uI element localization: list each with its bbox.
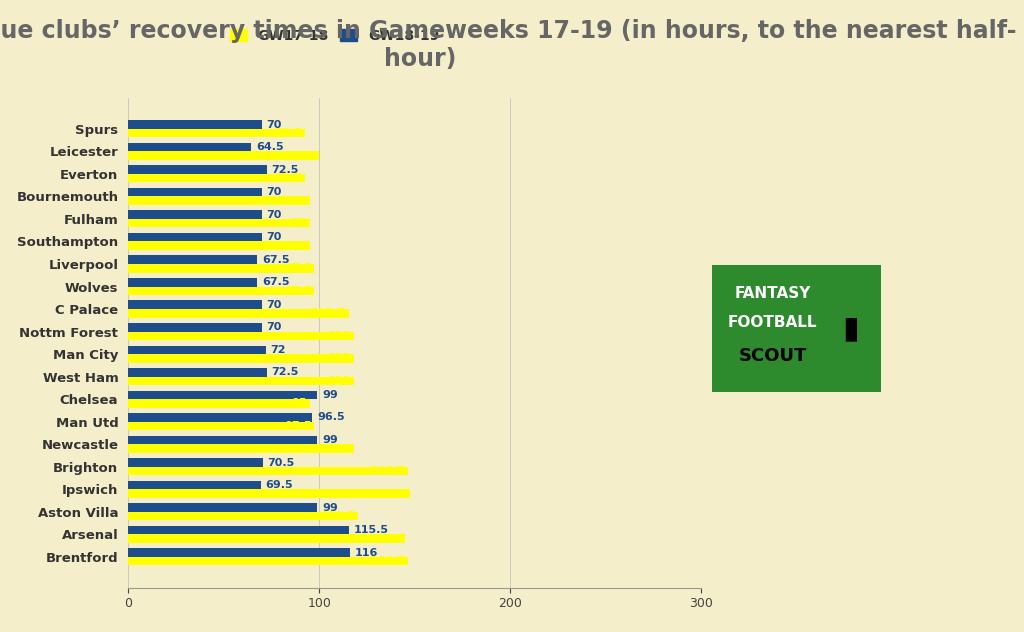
Bar — [128, 503, 317, 512]
Bar — [128, 166, 266, 174]
Text: 95: 95 — [291, 218, 307, 228]
Text: 70: 70 — [266, 210, 282, 220]
Text: ▮: ▮ — [842, 314, 858, 343]
Legend: GW17-18, GW18-19: GW17-18, GW18-19 — [229, 29, 439, 43]
Bar — [128, 549, 350, 557]
Bar — [128, 143, 251, 151]
Text: 97.5: 97.5 — [284, 264, 311, 273]
Text: 70: 70 — [266, 300, 282, 310]
Bar — [128, 233, 262, 241]
Text: 95: 95 — [291, 196, 307, 205]
Bar — [128, 219, 309, 228]
Bar — [128, 435, 317, 444]
Bar — [128, 197, 309, 205]
Bar — [128, 526, 349, 535]
Text: 95: 95 — [291, 241, 307, 251]
Bar — [128, 300, 262, 309]
Bar — [128, 346, 265, 354]
Bar — [128, 332, 353, 340]
Text: 70.5: 70.5 — [267, 458, 295, 468]
Bar — [128, 489, 410, 498]
Text: 146.5: 146.5 — [370, 466, 406, 476]
Text: 72.5: 72.5 — [271, 367, 299, 377]
Bar — [128, 120, 262, 129]
Bar — [128, 391, 317, 399]
Text: SCOUT: SCOUT — [738, 348, 807, 365]
Text: 115.5: 115.5 — [311, 308, 346, 319]
Bar — [128, 422, 314, 430]
Bar — [128, 241, 309, 250]
Text: 67.5: 67.5 — [262, 277, 290, 287]
Text: 96.5: 96.5 — [317, 413, 345, 422]
Bar — [128, 368, 266, 377]
Bar — [128, 444, 353, 453]
Text: 92.5: 92.5 — [274, 173, 302, 183]
Text: 64.5: 64.5 — [256, 142, 284, 152]
Bar — [128, 399, 309, 408]
Text: 72.5: 72.5 — [271, 164, 299, 174]
Text: 118: 118 — [328, 353, 350, 363]
Bar — [128, 512, 358, 520]
Text: 70: 70 — [266, 232, 282, 242]
Text: 146.5: 146.5 — [370, 556, 406, 566]
Text: 116: 116 — [354, 548, 378, 557]
Text: 100: 100 — [293, 150, 316, 161]
Text: 92.5: 92.5 — [274, 128, 302, 138]
Text: 147.5: 147.5 — [372, 489, 408, 499]
Bar — [128, 458, 263, 467]
Text: 115.5: 115.5 — [353, 525, 388, 535]
Text: Premier League clubs’ recovery times in Gameweeks 17-19 (in hours, to the neares: Premier League clubs’ recovery times in … — [0, 19, 1017, 71]
Bar — [128, 188, 262, 197]
Bar — [128, 413, 312, 422]
Text: 69.5: 69.5 — [265, 480, 293, 490]
Bar — [128, 309, 349, 318]
Text: FOOTBALL: FOOTBALL — [728, 315, 817, 330]
Bar — [128, 535, 406, 543]
Text: 70: 70 — [266, 119, 282, 130]
Bar — [128, 210, 262, 219]
Text: 70: 70 — [266, 322, 282, 332]
Bar — [128, 286, 314, 295]
Text: 145: 145 — [379, 533, 402, 544]
Bar — [128, 151, 319, 160]
Text: 70: 70 — [266, 187, 282, 197]
Text: 95: 95 — [291, 399, 307, 408]
Bar — [128, 129, 305, 137]
FancyBboxPatch shape — [712, 265, 881, 392]
Text: 99: 99 — [322, 390, 338, 400]
Bar — [128, 323, 262, 332]
Bar — [128, 377, 353, 386]
Text: 99: 99 — [322, 435, 338, 445]
Text: FANTASY: FANTASY — [734, 286, 811, 301]
Text: 97.5: 97.5 — [284, 286, 311, 296]
Bar — [128, 354, 353, 363]
Bar — [128, 278, 257, 286]
Text: 120.5: 120.5 — [321, 511, 355, 521]
Bar — [128, 467, 408, 475]
Bar — [128, 174, 305, 183]
Bar — [128, 557, 408, 566]
Text: 118: 118 — [328, 444, 350, 454]
Text: 99: 99 — [322, 502, 338, 513]
Bar — [128, 481, 261, 489]
Text: 67.5: 67.5 — [262, 255, 290, 265]
Text: 118: 118 — [328, 331, 350, 341]
Bar — [128, 264, 314, 272]
Text: 97.5: 97.5 — [284, 421, 311, 431]
Text: 72: 72 — [270, 345, 286, 355]
Text: 118: 118 — [328, 376, 350, 386]
Bar — [128, 255, 257, 264]
